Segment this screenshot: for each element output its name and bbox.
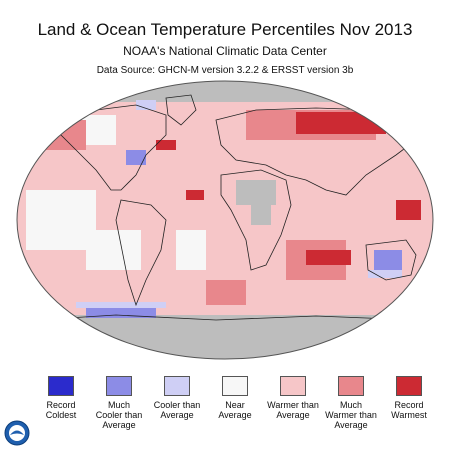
legend-swatch-0 (48, 376, 74, 396)
near-average-atlantic (176, 230, 206, 270)
outline-africa (220, 169, 292, 271)
much-warmer-north-pacific (46, 120, 86, 150)
legend-label-3: Near Average (200, 400, 270, 420)
legend-label-line: Cooler than (153, 400, 201, 410)
no-data-central-africa (251, 205, 271, 225)
legend-swatch-4 (280, 376, 306, 396)
cool-anomaly-south-pacific (86, 308, 156, 318)
legend-label-line: Coldest (45, 410, 77, 420)
legend-label-line: Warmest (391, 410, 427, 420)
cool-anomaly-south-pacific-2 (76, 302, 166, 308)
legend-label-line: Much (107, 400, 130, 410)
cooler-australia (374, 250, 402, 270)
legend-swatch-2 (164, 376, 190, 396)
cooler-arctic-canada (136, 100, 156, 110)
much-warmer-south-atlantic (206, 280, 246, 305)
legend-label-line: Warmer than (325, 410, 377, 420)
legend-label-line: Average (218, 410, 252, 420)
legend-label-5: Much Warmer than Average (316, 400, 386, 430)
record-warm-indian-ocean (306, 250, 351, 265)
outline-greenland (165, 94, 197, 126)
record-warm-west-pacific (396, 200, 421, 220)
record-warm-russia (296, 112, 386, 134)
legend-swatch-6 (396, 376, 422, 396)
legend-label-4: Warmer than Average (258, 400, 328, 420)
legend-swatch-3 (222, 376, 248, 396)
page-subtitle: NOAA's National Climatic Data Center (123, 44, 327, 58)
world-temperature-map (16, 80, 434, 360)
outline-antarctica (35, 314, 417, 321)
legend-label-0: Record Coldest (26, 400, 96, 420)
record-warm-north-atlantic (156, 140, 176, 150)
legend-label-line: Average (160, 410, 194, 420)
antarctic-no-data (17, 315, 433, 359)
outline-south-america (115, 199, 167, 307)
globe-border (16, 80, 434, 360)
arctic-no-data (17, 81, 433, 102)
legend-label-line: Average (334, 420, 368, 430)
legend-swatch-1 (106, 376, 132, 396)
legend-label-line: Average (102, 420, 136, 430)
near-average-east-pacific (86, 230, 141, 270)
record-warm-mid-atlantic (186, 190, 204, 200)
outline-north-america (55, 104, 167, 191)
legend-swatch-5 (338, 376, 364, 396)
page-title: Land & Ocean Temperature Percentiles Nov… (37, 20, 413, 39)
legend-label-line: Warmer than (267, 400, 319, 410)
outline-australia (365, 239, 417, 281)
no-data-sahara (236, 180, 276, 205)
legend-label-line: Near (225, 400, 245, 410)
legend-label-line: Cooler than (95, 410, 143, 420)
noaa-logo (4, 420, 30, 446)
legend-label-line: Record (394, 400, 424, 410)
outline-europe-asia (215, 107, 417, 196)
legend-label-line: Much (339, 400, 362, 410)
legend-label-line: Average (276, 410, 310, 420)
legend-label-6: Record Warmest (374, 400, 444, 420)
legend-label-2: Cooler than Average (142, 400, 212, 420)
legend-label-line: Record (46, 400, 76, 410)
near-average-pacific (26, 190, 96, 250)
legend-label-1: Much Cooler than Average (84, 400, 154, 430)
data-source: Data Source: GHCN-M version 3.2.2 & ERSS… (96, 65, 354, 76)
cooler-australia-edge (368, 270, 402, 278)
cooler-north-america (126, 150, 146, 165)
